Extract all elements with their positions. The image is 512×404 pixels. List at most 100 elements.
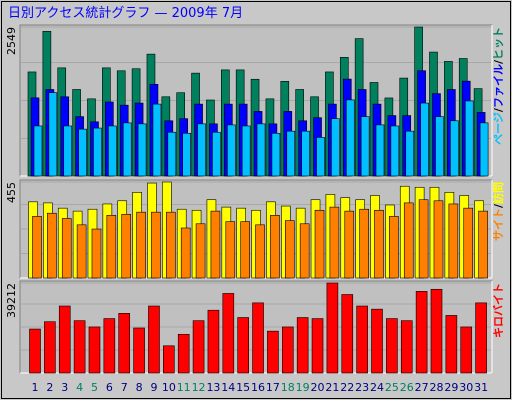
bar: [341, 294, 354, 374]
bar: [403, 202, 414, 279]
bar: [241, 125, 251, 177]
bar: [270, 215, 280, 279]
bar: [464, 100, 474, 177]
x-tick-label: 3: [61, 381, 68, 394]
bar: [33, 125, 43, 177]
bar: [122, 122, 132, 177]
bar: [479, 122, 489, 177]
bar: [148, 305, 160, 374]
x-tick-label: 5: [91, 381, 98, 394]
bar: [331, 118, 340, 177]
bar: [286, 130, 296, 177]
bar: [255, 224, 265, 279]
bar: [195, 223, 206, 279]
x-tick-label: 7: [121, 381, 128, 394]
bar: [32, 216, 42, 279]
bar: [433, 200, 444, 279]
bar: [137, 123, 147, 177]
bar: [167, 131, 177, 177]
bar: [475, 302, 487, 374]
legend-separator: /: [492, 203, 505, 208]
bar: [58, 305, 71, 374]
bar: [47, 212, 57, 279]
bar: [299, 223, 310, 279]
bar: [73, 320, 86, 374]
bar: [284, 220, 295, 279]
bar: [29, 328, 41, 374]
bar: [103, 318, 116, 374]
x-tick-label: 24: [370, 381, 384, 394]
bar: [197, 123, 206, 177]
x-tick-label: 28: [429, 381, 443, 394]
bar: [222, 293, 235, 374]
x-tick-label: 10: [162, 381, 176, 394]
x-tick-label: 14: [221, 381, 235, 394]
legend-separator: /: [492, 59, 505, 64]
x-tick-label: 29: [444, 381, 458, 394]
bar: [389, 216, 399, 279]
bar: [281, 326, 294, 374]
legend-entry: ヒット: [492, 27, 505, 60]
bar: [240, 221, 250, 279]
bar: [78, 128, 87, 177]
x-tick-label: 15: [236, 381, 250, 394]
bar: [326, 282, 339, 374]
bar: [400, 320, 413, 374]
x-tick-label: 1: [32, 381, 39, 394]
bar: [390, 125, 400, 177]
y-tick-label: 39212: [5, 283, 18, 318]
x-tick-label: 30: [459, 381, 473, 394]
bar: [207, 309, 220, 374]
bar: [478, 210, 488, 279]
bar: [177, 333, 190, 374]
bar: [430, 288, 443, 374]
bar: [182, 132, 191, 177]
legend-entry: サイト: [492, 208, 505, 241]
x-tick-label: 20: [311, 381, 325, 394]
bar: [271, 132, 281, 177]
x-tick-label: 19: [296, 381, 310, 394]
x-tick-label: 9: [150, 381, 157, 394]
x-tick-label: 11: [177, 381, 191, 394]
x-tick-label: 18: [281, 381, 295, 394]
bar: [91, 228, 102, 279]
y-tick-label: 455: [5, 182, 18, 203]
bar: [108, 125, 117, 177]
bar: [225, 221, 236, 279]
bar: [420, 102, 429, 177]
x-tick-label: 26: [400, 381, 414, 394]
legend-separator: /: [492, 107, 505, 112]
bar: [121, 213, 132, 279]
bar: [371, 308, 383, 374]
bar: [227, 124, 236, 177]
bar: [180, 227, 191, 279]
bar: [314, 209, 325, 279]
bar: [210, 210, 221, 279]
bar: [152, 103, 162, 177]
bar: [344, 210, 355, 279]
bar: [63, 125, 73, 177]
chart-title: 日別アクセス統計グラフ — 2009年 7月: [8, 5, 243, 21]
bar: [448, 203, 459, 279]
legend-entry: ファイル: [492, 64, 505, 108]
bar: [311, 318, 324, 374]
x-tick-label: 31: [474, 381, 488, 394]
bar: [76, 224, 87, 279]
bar: [212, 131, 221, 177]
y-tick-label: 2549: [5, 27, 18, 55]
bar: [415, 291, 428, 374]
legend-entry: ページ: [492, 112, 505, 145]
bar: [435, 116, 444, 177]
bar: [267, 330, 279, 374]
x-tick-label: 17: [266, 381, 280, 394]
bar: [460, 326, 473, 374]
bar: [445, 315, 458, 374]
bar: [296, 317, 309, 374]
bar: [418, 199, 429, 279]
bar: [374, 209, 384, 279]
bar: [345, 99, 355, 177]
bar: [192, 320, 205, 374]
bar: [329, 206, 340, 279]
x-tick-label: 6: [106, 381, 113, 394]
